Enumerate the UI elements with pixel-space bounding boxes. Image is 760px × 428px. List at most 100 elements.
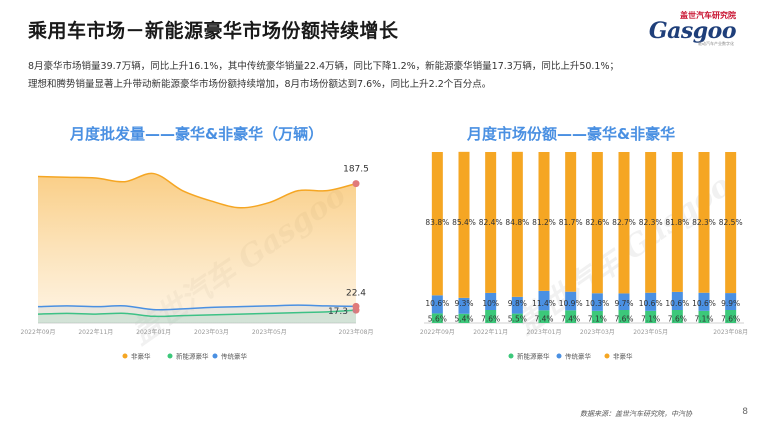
data-label-trad-luxury: 9.7% xyxy=(614,299,633,308)
data-label-trad-luxury: 10.9% xyxy=(559,299,583,308)
x-tick-label: 2023年03月 xyxy=(194,328,229,336)
legend-swatch xyxy=(167,353,173,359)
data-label-nev-luxury: 7.4% xyxy=(561,315,580,324)
x-tick-label: 2022年11月 xyxy=(78,328,113,336)
data-label-nev-luxury: 7.1% xyxy=(588,315,607,324)
data-label-nev-luxury: 7.6% xyxy=(721,315,740,324)
gasgoo-logo: 盖世汽车研究院 Gasgoo 驱动汽车产业数字化 xyxy=(616,8,737,48)
chart-title-share: 月度市场份额——豪华&非豪华 xyxy=(467,125,676,143)
area-non-luxury xyxy=(38,173,356,323)
data-label-trad-luxury: 10.6% xyxy=(425,299,449,308)
line-nev-luxury xyxy=(37,309,357,318)
bar-non-luxury xyxy=(671,152,683,292)
data-label-non-luxury: 84.8% xyxy=(505,218,529,227)
bar-trad-luxury xyxy=(538,290,550,311)
x-tick-label: 2023年01月 xyxy=(136,328,171,336)
summary-line-1: 8月豪华市场销量39.7万辆，同比上升16.1%，其中传统豪华销量22.4万辆，… xyxy=(28,61,619,72)
legend-swatch xyxy=(556,353,562,359)
bar-trad-luxury xyxy=(591,293,603,311)
data-label-trad-luxury: 11.4% xyxy=(532,299,556,308)
x-tick-label: 2022年09月 xyxy=(21,328,56,336)
page-title: 乘用车市场－新能源豪华市场份额持续增长 xyxy=(28,20,399,42)
x-tick-label: 2023年05月 xyxy=(252,328,287,336)
legend-label: 传统豪华 xyxy=(221,352,248,361)
data-label-non-luxury: 81.7% xyxy=(559,218,583,227)
data-label-nev-luxury: 7.6% xyxy=(614,315,633,324)
data-label-non-luxury: 81.2% xyxy=(532,218,556,227)
area-trad-luxury xyxy=(38,305,356,323)
data-label-trad-luxury: 10% xyxy=(482,299,499,308)
data-label-non-luxury: 81.8% xyxy=(665,218,689,227)
x-tick-label: 2022年09月 xyxy=(420,328,455,336)
legend-label: 新能源豪华 xyxy=(176,352,209,361)
legend-label: 非豪华 xyxy=(613,352,633,361)
bar-non-luxury xyxy=(725,152,737,294)
data-label-nev-luxury: 5.5% xyxy=(508,315,527,324)
data-label-trad-luxury: 10.6% xyxy=(665,299,689,308)
bar-trad-luxury xyxy=(698,292,710,311)
bar-trad-luxury xyxy=(431,295,443,314)
x-tick-label: 2023年03月 xyxy=(580,328,615,336)
bar-non-luxury xyxy=(645,152,657,293)
data-label-non-luxury: 82.3% xyxy=(692,218,716,227)
data-source: 数据来源：盖世汽车研究院，中汽协 xyxy=(580,410,692,418)
x-tick-label: 2023年08月 xyxy=(713,328,748,336)
data-label-non-luxury: 82.6% xyxy=(585,218,609,227)
x-tick-label: 2023年05月 xyxy=(633,328,668,336)
bar-trad-luxury xyxy=(458,297,470,314)
legend-swatch xyxy=(122,353,128,359)
bar-non-luxury xyxy=(538,152,550,291)
bar-non-luxury xyxy=(591,152,603,294)
legend-swatch xyxy=(604,353,610,359)
bar-nev-luxury xyxy=(431,313,443,323)
bar-nev-luxury xyxy=(511,313,523,323)
chart-title-volume: 月度批发量——豪华&非豪华（万辆） xyxy=(70,125,324,143)
bar-nev-luxury xyxy=(618,310,630,323)
bar-trad-luxury xyxy=(565,291,577,311)
end-label-trad-luxury: 22.4 xyxy=(346,288,366,298)
data-label-nev-luxury: 5.6% xyxy=(428,315,447,324)
data-label-nev-luxury: 7.1% xyxy=(641,315,660,324)
x-tick-label: 2022年11月 xyxy=(473,328,508,336)
x-tick-label: 2023年08月 xyxy=(339,328,374,336)
page-number: 8 xyxy=(742,407,748,417)
logo-top-text: 盖世汽车研究院 xyxy=(680,11,736,20)
data-label-non-luxury: 82.7% xyxy=(612,218,636,227)
data-label-nev-luxury: 5.4% xyxy=(454,315,473,324)
data-label-trad-luxury: 9.8% xyxy=(508,299,527,308)
bar-non-luxury xyxy=(458,151,470,298)
legend-swatch xyxy=(212,353,218,359)
logo-tagline: 驱动汽车产业数字化 xyxy=(698,41,734,46)
bar-trad-luxury xyxy=(725,293,737,311)
bar-nev-luxury xyxy=(485,310,497,323)
data-label-non-luxury: 82.3% xyxy=(639,218,663,227)
bar-non-luxury xyxy=(431,152,443,296)
bar-trad-luxury xyxy=(618,293,630,311)
logo-wordmark: Gasgoo xyxy=(648,18,737,44)
bar-nev-luxury xyxy=(725,310,737,323)
data-label-non-luxury: 82.5% xyxy=(719,218,743,227)
bar-non-luxury xyxy=(698,152,710,293)
bar-non-luxury xyxy=(511,151,523,297)
bar-non-luxury xyxy=(485,152,497,293)
bar-non-luxury xyxy=(565,152,577,292)
bar-nev-luxury xyxy=(698,310,710,323)
data-label-nev-luxury: 7.4% xyxy=(534,315,553,324)
end-marker-trad-luxury xyxy=(352,302,360,310)
data-label-trad-luxury: 9.3% xyxy=(454,299,473,308)
legend-swatch xyxy=(508,353,514,359)
bar-nev-luxury xyxy=(671,310,683,323)
bar-non-luxury xyxy=(618,152,630,294)
data-label-trad-luxury: 10.6% xyxy=(692,299,716,308)
legend-label: 传统豪华 xyxy=(565,352,592,361)
end-label-non-luxury: 187.5 xyxy=(343,165,369,175)
line-trad-luxury xyxy=(37,304,357,311)
bar-nev-luxury xyxy=(538,310,550,323)
summary-line-2: 理想和腾势销量显著上升带动新能源豪华市场份额持续增加，8月市场份额达到7.6%，… xyxy=(28,79,492,90)
end-marker-non-luxury xyxy=(352,180,360,188)
data-label-trad-luxury: 10.3% xyxy=(585,299,609,308)
bar-nev-luxury xyxy=(458,313,470,323)
data-label-nev-luxury: 7.6% xyxy=(481,315,500,324)
bar-trad-luxury xyxy=(671,291,683,311)
